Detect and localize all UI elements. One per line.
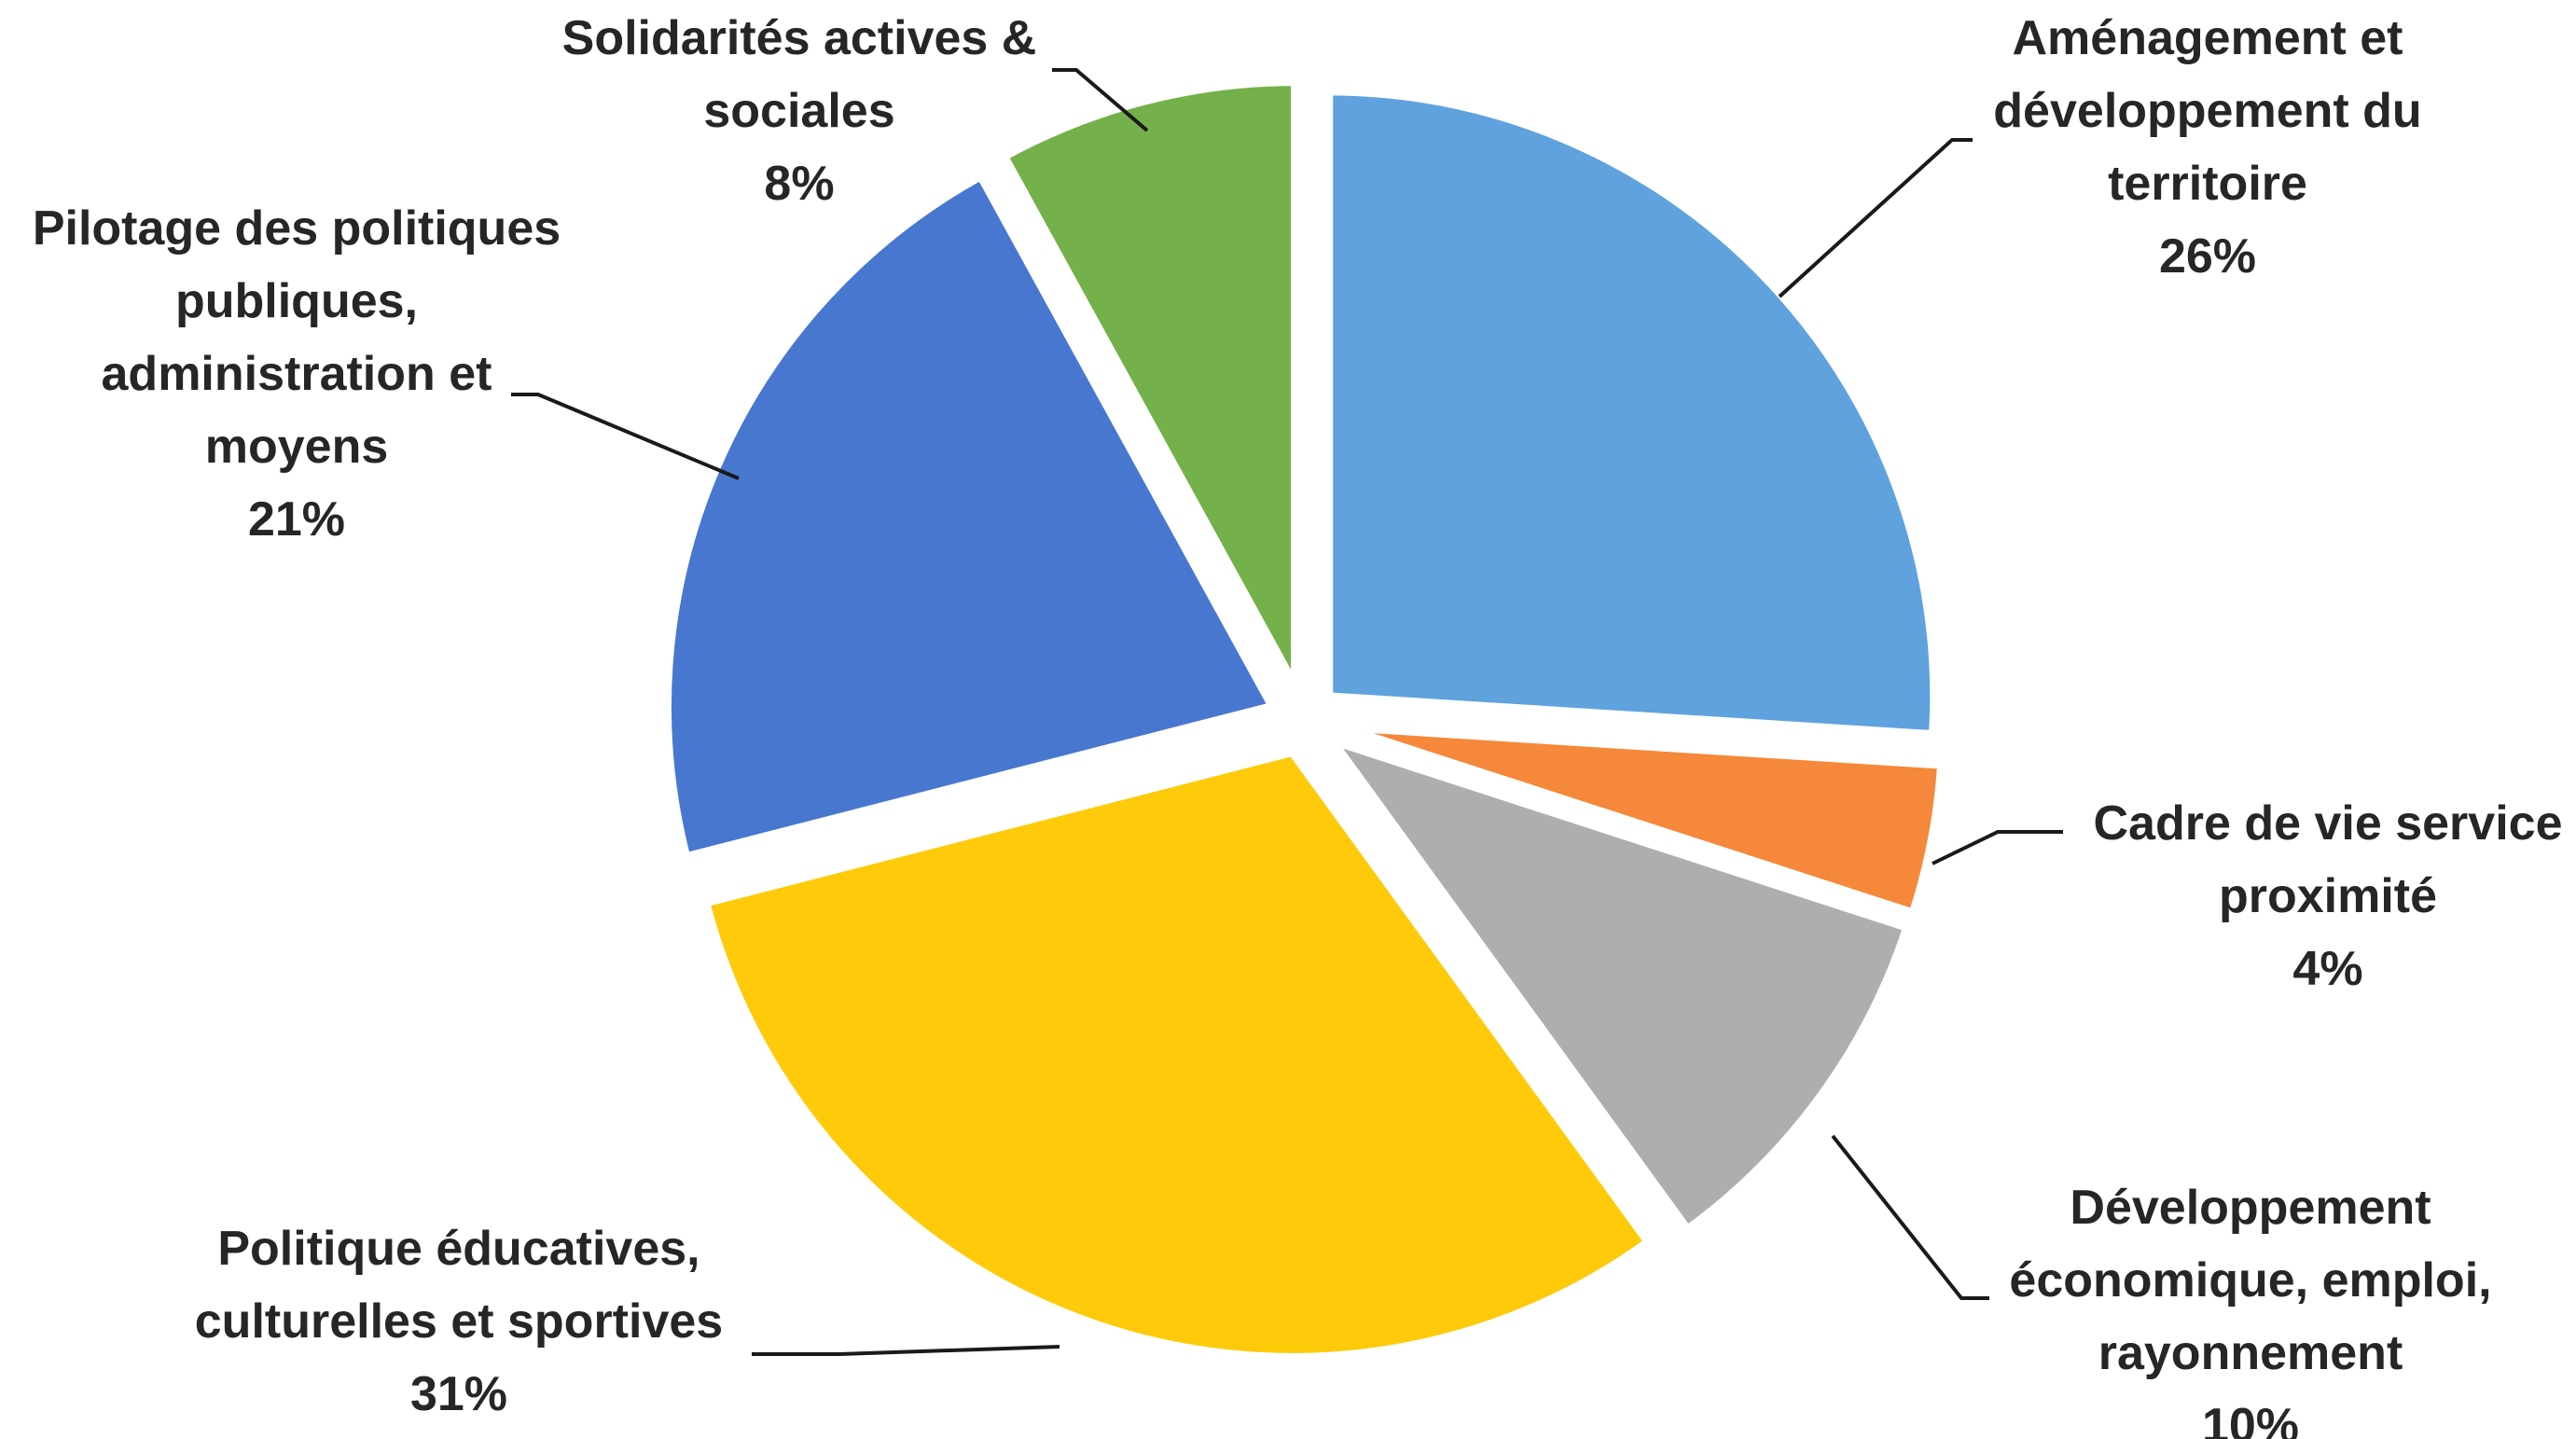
pie-slice-6	[998, 76, 1301, 693]
slice-percent: 31%	[410, 1367, 507, 1421]
slice-label-line: administration et	[102, 347, 492, 401]
slice-label-line: rayonnement	[2098, 1326, 2403, 1380]
pie-slice-1	[1323, 86, 1940, 740]
pie-slice-2	[1332, 721, 1947, 919]
pie-slice-3	[1326, 735, 1913, 1236]
slice-label-line: moyens	[205, 420, 389, 474]
slice-percent: 4%	[2292, 942, 2362, 996]
slice-label-5: Pilotage des politiques publiques, adminis…	[33, 201, 561, 547]
pie-slice-5	[661, 171, 1278, 863]
slice-percent: 21%	[248, 492, 345, 547]
slice-label-line: proximité	[2219, 869, 2437, 923]
slice-label-2: Cadre de vie service proximité 4%	[2094, 796, 2563, 996]
slice-label-line: Développement	[2070, 1181, 2431, 1235]
slice-labels: Aménagement et développement du territoire…	[33, 11, 2563, 1439]
slice-label-line: Pilotage des politiques	[33, 201, 561, 256]
slice-label-line: sociales	[703, 84, 894, 138]
leader-line-4	[752, 1345, 1060, 1356]
leader-lines	[511, 68, 2063, 1356]
slice-label-line: développement du	[1993, 84, 2421, 138]
pie-slice-4	[700, 746, 1654, 1363]
slice-label-line: culturelles et sportives	[195, 1294, 723, 1349]
slice-label-line: territoire	[2108, 157, 2307, 211]
slice-label-line: Solidarités actives &	[562, 11, 1037, 65]
slice-percent: 10%	[2202, 1399, 2299, 1439]
slice-label-1: Aménagement et développement du territoire…	[1993, 11, 2421, 284]
leader-line-5	[511, 393, 740, 480]
slice-label-line: Aménagement et	[2013, 11, 2403, 65]
slice-label-line: Politique éducatives,	[217, 1222, 699, 1276]
slice-label-line: Cadre de vie service	[2094, 796, 2563, 851]
slice-percent: 8%	[764, 157, 834, 211]
slice-label-4: Politique éducatives, culturelles et spor…	[195, 1222, 723, 1421]
slice-percent: 26%	[2159, 229, 2256, 284]
slice-label-6: Solidarités actives & sociales 8%	[562, 11, 1037, 211]
slice-label-line: publiques,	[175, 274, 418, 328]
leader-line-2	[1932, 830, 2063, 865]
leader-line-3	[1831, 1134, 1989, 1300]
leader-line-1	[1778, 138, 1973, 298]
pie-slices	[661, 76, 1947, 1363]
slice-label-3: Développement économique, emploi, rayonnem…	[2009, 1181, 2491, 1439]
leader-line-6	[1052, 68, 1149, 132]
slice-label-line: économique, emploi,	[2009, 1253, 2491, 1308]
